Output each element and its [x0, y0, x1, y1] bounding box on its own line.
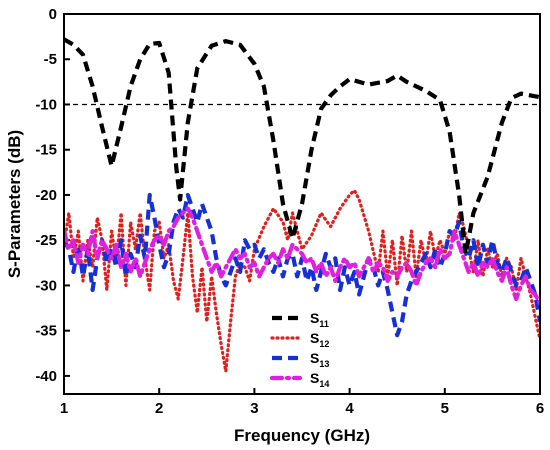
x-tick-label: 6	[536, 400, 544, 417]
y-tick-label: -5	[44, 51, 57, 68]
series-layer	[64, 37, 540, 373]
y-axis-title: S-Parameters (dB)	[5, 130, 24, 278]
legend-item-s11: S11	[272, 310, 329, 329]
x-tick-label: 4	[345, 400, 354, 417]
y-tick-label: -40	[35, 368, 57, 385]
y-tick-label: -10	[35, 96, 57, 113]
x-tick-label: 5	[441, 400, 449, 417]
x-axis-title: Frequency (GHz)	[234, 426, 370, 445]
plot-area-frame	[63, 13, 541, 395]
y-tick-label: -15	[35, 142, 57, 159]
legend-item-s14: S14	[269, 370, 329, 389]
legend-label: S13	[310, 350, 329, 369]
x-tick-label: 3	[250, 400, 258, 417]
ticks-layer: 1 2 3 4 5 6 0 -5 -10 -15 -20 -25 -30 -35 -40	[35, 6, 544, 417]
legend-item-s12: S12	[270, 330, 329, 349]
axis-titles: Frequency (GHz) S-Parameters (dB)	[5, 130, 370, 445]
series-line-s14	[64, 206, 540, 306]
legend-item-s13: S13	[272, 350, 329, 369]
legend-label: S14	[310, 370, 329, 389]
x-tick-label: 2	[155, 400, 163, 417]
legend-label: S11	[310, 310, 329, 329]
y-tick-label: 0	[49, 6, 57, 23]
x-tick-label: 1	[60, 400, 68, 417]
y-tick-label: -35	[35, 323, 57, 340]
series-line-s13	[64, 192, 540, 338]
y-tick-label: -20	[35, 187, 57, 204]
legend-label: S12	[310, 330, 329, 349]
series-line-s12	[64, 188, 540, 373]
y-tick-label: -30	[35, 277, 57, 294]
y-tick-label: -25	[35, 232, 57, 249]
